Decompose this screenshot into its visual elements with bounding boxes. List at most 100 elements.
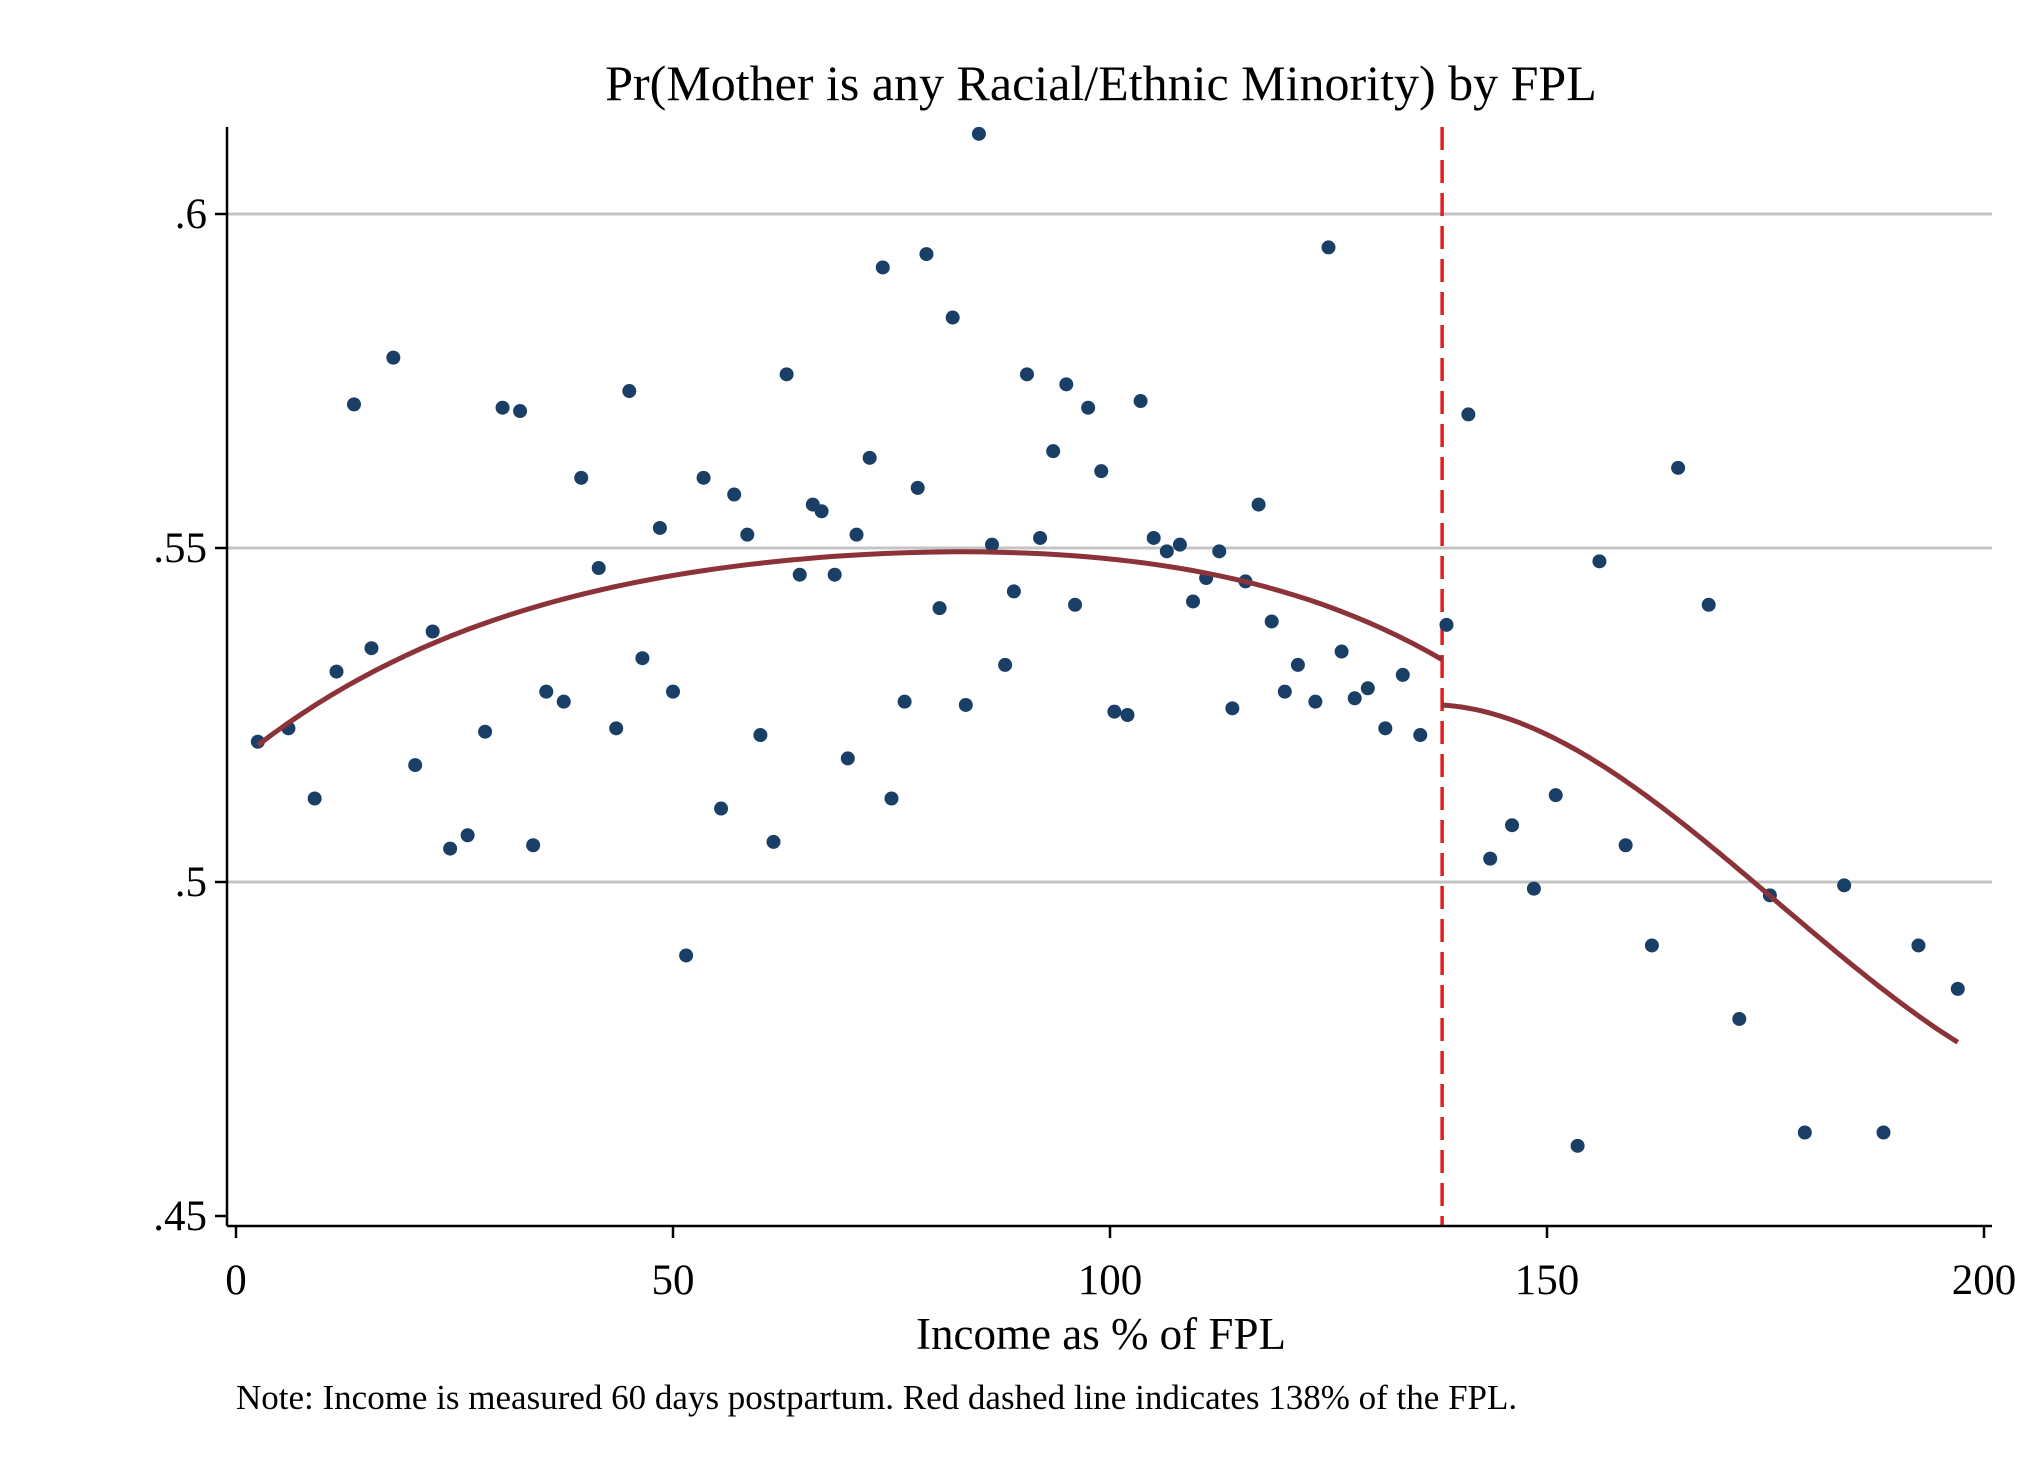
- x-tick-label: 100: [1078, 1257, 1143, 1304]
- data-point: [1094, 464, 1109, 479]
- data-point: [1146, 530, 1161, 545]
- x-axis-title: Income as % of FPL: [916, 1309, 1286, 1359]
- data-point: [998, 657, 1013, 672]
- data-point: [1059, 377, 1074, 392]
- fit-curve-right: [1441, 702, 1960, 1045]
- x-tick-label: 150: [1515, 1257, 1580, 1304]
- data-point: [495, 400, 510, 415]
- data-point: [1225, 701, 1240, 716]
- grid-lines: [227, 212, 1992, 884]
- data-point: [425, 624, 440, 639]
- data-point: [875, 260, 890, 275]
- data-point: [1068, 597, 1083, 612]
- data-point: [364, 641, 379, 656]
- data-point: [1308, 694, 1323, 709]
- data-point: [1526, 881, 1541, 896]
- data-point: [346, 397, 361, 412]
- data-point: [1644, 938, 1659, 953]
- data-point: [1251, 497, 1266, 512]
- data-point: [1483, 851, 1498, 866]
- data-point: [849, 527, 864, 542]
- data-point: [1033, 530, 1048, 545]
- data-point: [526, 838, 541, 853]
- data-point: [1321, 240, 1336, 255]
- data-point: [910, 480, 925, 495]
- chart-title: Pr(Mother is any Racial/Ethnic Minority)…: [605, 55, 1597, 111]
- data-point: [1732, 1011, 1747, 1026]
- y-tick-label: .55: [153, 525, 207, 572]
- data-point: [766, 834, 781, 849]
- data-point: [1797, 1125, 1812, 1140]
- data-point: [1395, 667, 1410, 682]
- x-tick-label: 0: [225, 1257, 247, 1304]
- data-point: [1592, 554, 1607, 569]
- data-point: [919, 247, 934, 262]
- data-point: [408, 758, 423, 773]
- data-point: [666, 684, 680, 699]
- data-point: [696, 470, 711, 485]
- data-point: [753, 728, 768, 743]
- data-point: [1671, 460, 1686, 475]
- data-point: [679, 948, 694, 963]
- data-point: [897, 694, 912, 709]
- data-point: [1413, 728, 1428, 743]
- data-point: [460, 828, 475, 843]
- data-point: [714, 801, 729, 816]
- data-point: [1264, 614, 1279, 629]
- data-point: [958, 697, 973, 712]
- data-point: [329, 664, 344, 679]
- data-point: [556, 694, 571, 709]
- x-tick-label: 200: [1952, 1257, 2017, 1304]
- data-point: [1334, 644, 1349, 659]
- data-point: [1378, 721, 1393, 736]
- fit-curves: [256, 549, 1960, 1045]
- data-point: [307, 791, 322, 806]
- data-point: [862, 450, 877, 465]
- data-point: [652, 520, 667, 535]
- tick-marks: .45 .5 .55 .6 0 50 100 150 200: [153, 191, 2016, 1304]
- data-points: [250, 126, 1965, 1153]
- data-point: [1133, 394, 1148, 409]
- data-point: [1439, 617, 1454, 632]
- data-point: [1120, 708, 1135, 722]
- data-point: [1046, 444, 1061, 459]
- data-point: [945, 310, 960, 325]
- data-point: [1019, 367, 1034, 382]
- data-point: [539, 684, 554, 699]
- data-point: [591, 561, 606, 576]
- data-point: [971, 126, 986, 141]
- data-point: [622, 384, 637, 399]
- data-point: [1159, 544, 1174, 559]
- data-point: [635, 651, 650, 666]
- data-point: [1360, 681, 1375, 696]
- data-point: [609, 721, 624, 736]
- data-point: [884, 791, 899, 806]
- y-tick-label: .6: [175, 191, 207, 238]
- data-point: [740, 527, 755, 542]
- data-point: [1505, 818, 1520, 833]
- data-point: [985, 537, 1000, 552]
- data-point: [1570, 1138, 1585, 1153]
- data-point: [792, 567, 807, 582]
- data-point: [513, 404, 528, 419]
- data-point: [932, 601, 947, 616]
- data-point: [574, 470, 589, 485]
- data-point: [1172, 537, 1187, 552]
- data-point: [840, 751, 855, 766]
- fit-curve-left: [256, 549, 1444, 748]
- data-point: [443, 841, 458, 856]
- data-point: [814, 504, 829, 519]
- data-point: [727, 487, 742, 502]
- data-point: [1911, 938, 1926, 953]
- data-point: [779, 367, 794, 382]
- data-point: [1186, 594, 1201, 609]
- chart-note: Note: Income is measured 60 days postpar…: [236, 1378, 1517, 1417]
- data-point: [1618, 838, 1633, 853]
- data-point: [1548, 788, 1563, 803]
- y-tick-label: .5: [175, 859, 207, 906]
- data-point: [1347, 691, 1362, 706]
- x-tick-label: 50: [652, 1257, 695, 1304]
- data-point: [1006, 584, 1021, 599]
